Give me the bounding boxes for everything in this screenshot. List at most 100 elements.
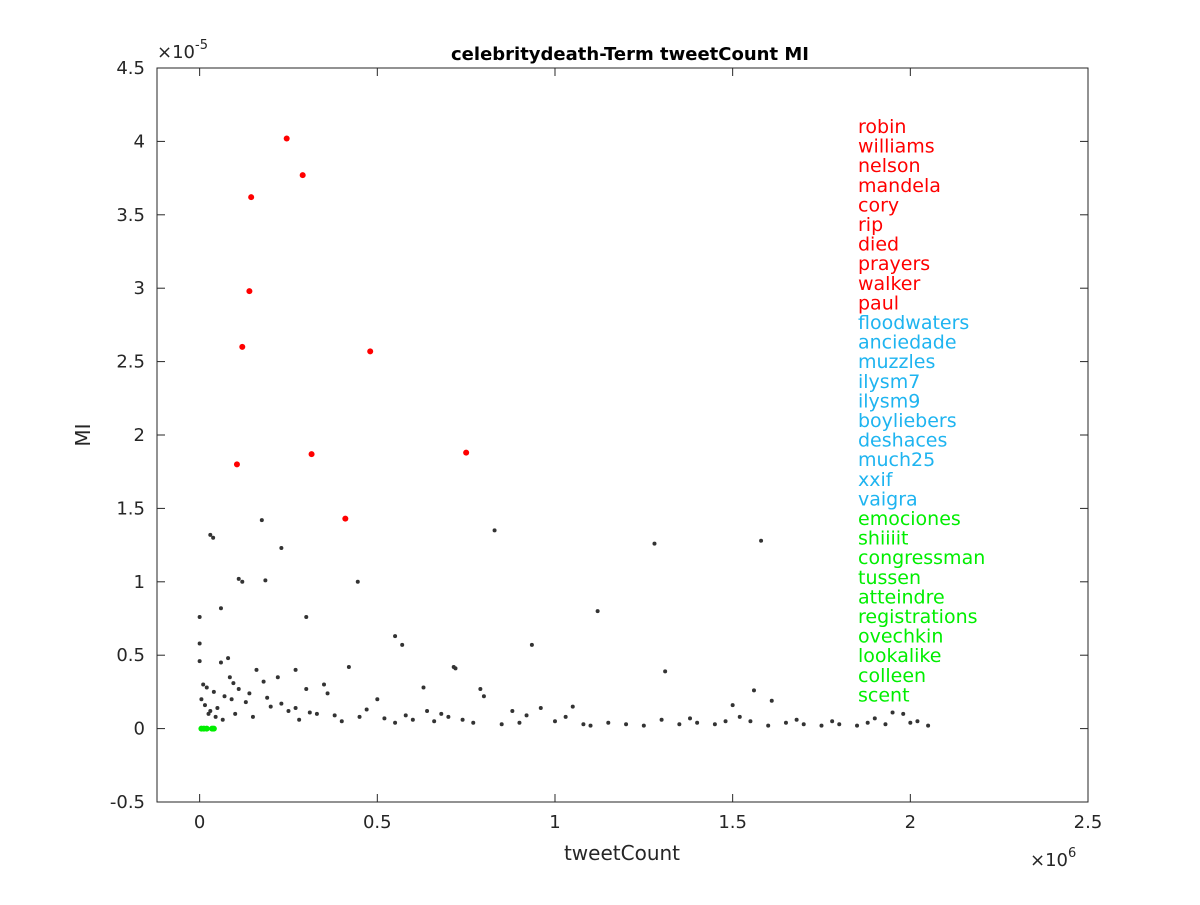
term-label: nelson [858, 155, 921, 177]
data-point [342, 515, 349, 522]
data-point [367, 348, 374, 355]
data-point [865, 720, 870, 725]
data-point [481, 694, 486, 699]
data-point [339, 719, 344, 724]
data-point [595, 609, 600, 614]
data-point [926, 723, 931, 728]
data-point [403, 713, 408, 718]
data-point [552, 719, 557, 724]
data-point [783, 720, 788, 725]
data-point [751, 688, 756, 693]
term-label: muzzles [858, 351, 935, 373]
y-tick-label: 2 [134, 425, 145, 446]
data-point [213, 714, 218, 719]
data-point [737, 714, 742, 719]
term-label: cory [858, 194, 899, 216]
data-point [308, 451, 315, 458]
data-point [265, 695, 270, 700]
x-tick-label: 2 [905, 812, 916, 833]
data-point [801, 722, 806, 727]
data-point [524, 713, 529, 718]
data-point [226, 656, 231, 661]
data-point [624, 722, 629, 727]
data-point [688, 716, 693, 721]
data-point [357, 714, 362, 719]
data-point [510, 708, 515, 713]
data-point [314, 711, 319, 716]
y-exponent-label: ×10-5 [157, 38, 208, 63]
data-point [248, 194, 255, 201]
term-label: registrations [858, 606, 978, 628]
term-label: atteindre [858, 586, 945, 608]
data-point [588, 723, 593, 728]
data-point [570, 704, 575, 709]
data-point [197, 641, 202, 646]
data-point [355, 579, 360, 584]
data-point [538, 706, 543, 711]
data-point [794, 717, 799, 722]
x-tick-label: 1 [549, 812, 560, 833]
data-point [246, 288, 253, 295]
data-point [233, 461, 240, 468]
term-label: tussen [858, 567, 921, 589]
term-label: shiiiit [858, 528, 909, 550]
y-tick-label: 1 [134, 572, 145, 593]
data-point [901, 711, 906, 716]
data-point [332, 713, 337, 718]
term-label: williams [858, 136, 935, 158]
data-point [299, 172, 306, 179]
term-label: mandela [858, 175, 941, 197]
data-point [748, 719, 753, 724]
data-point [204, 685, 209, 690]
data-point [261, 679, 266, 684]
term-label: ovechkin [858, 626, 943, 648]
data-point [759, 538, 764, 543]
marks-layer [197, 135, 931, 732]
data-point [375, 697, 380, 702]
data-point [883, 722, 888, 727]
data-point [382, 716, 387, 721]
data-point [199, 697, 204, 702]
y-tick-label: 2.5 [116, 352, 145, 373]
data-point [346, 664, 351, 669]
term-label: vaigra [858, 488, 918, 510]
data-point [283, 135, 290, 142]
term-label: walker [858, 273, 920, 295]
term-label: ilysm7 [858, 371, 920, 393]
term-annotations: robinwilliamsnelsonmandelacoryripdiedpra… [858, 116, 985, 706]
data-point [259, 518, 264, 523]
chart-title: celebritydeath-Term tweetCount MI [451, 44, 809, 65]
data-point [855, 723, 860, 728]
data-point [723, 719, 728, 724]
data-point [197, 615, 202, 620]
term-label: colleen [858, 665, 926, 687]
data-point [268, 704, 273, 709]
x-axis-label: tweetCount [564, 841, 680, 865]
term-label: died [858, 234, 899, 256]
data-point [208, 708, 213, 713]
term-label: deshaces [858, 430, 947, 452]
term-label: ilysm9 [858, 390, 920, 412]
data-point [581, 722, 586, 727]
x-tick-label: 0.5 [363, 812, 392, 833]
term-label: anciedade [858, 332, 957, 354]
x-tick-label: 1.5 [718, 812, 747, 833]
data-point [915, 719, 920, 724]
data-point [218, 606, 223, 611]
ticks-layer: 0 0.5 1 1.5 2 2.5 -0.5 0 0.5 1 1.5 2 2.5 3 3.5 4 4.5 [110, 58, 1102, 833]
data-point [218, 660, 223, 665]
data-point [206, 711, 211, 716]
data-point [730, 703, 735, 708]
data-point [263, 578, 268, 583]
data-point [446, 714, 451, 719]
data-point [766, 723, 771, 728]
term-label: robin [858, 116, 906, 138]
data-point [229, 697, 234, 702]
data-point [211, 535, 216, 540]
term-label: emociones [858, 508, 961, 530]
data-point [211, 689, 216, 694]
data-point [663, 669, 668, 674]
data-point [460, 717, 465, 722]
data-point [529, 642, 534, 647]
data-point [890, 710, 895, 715]
